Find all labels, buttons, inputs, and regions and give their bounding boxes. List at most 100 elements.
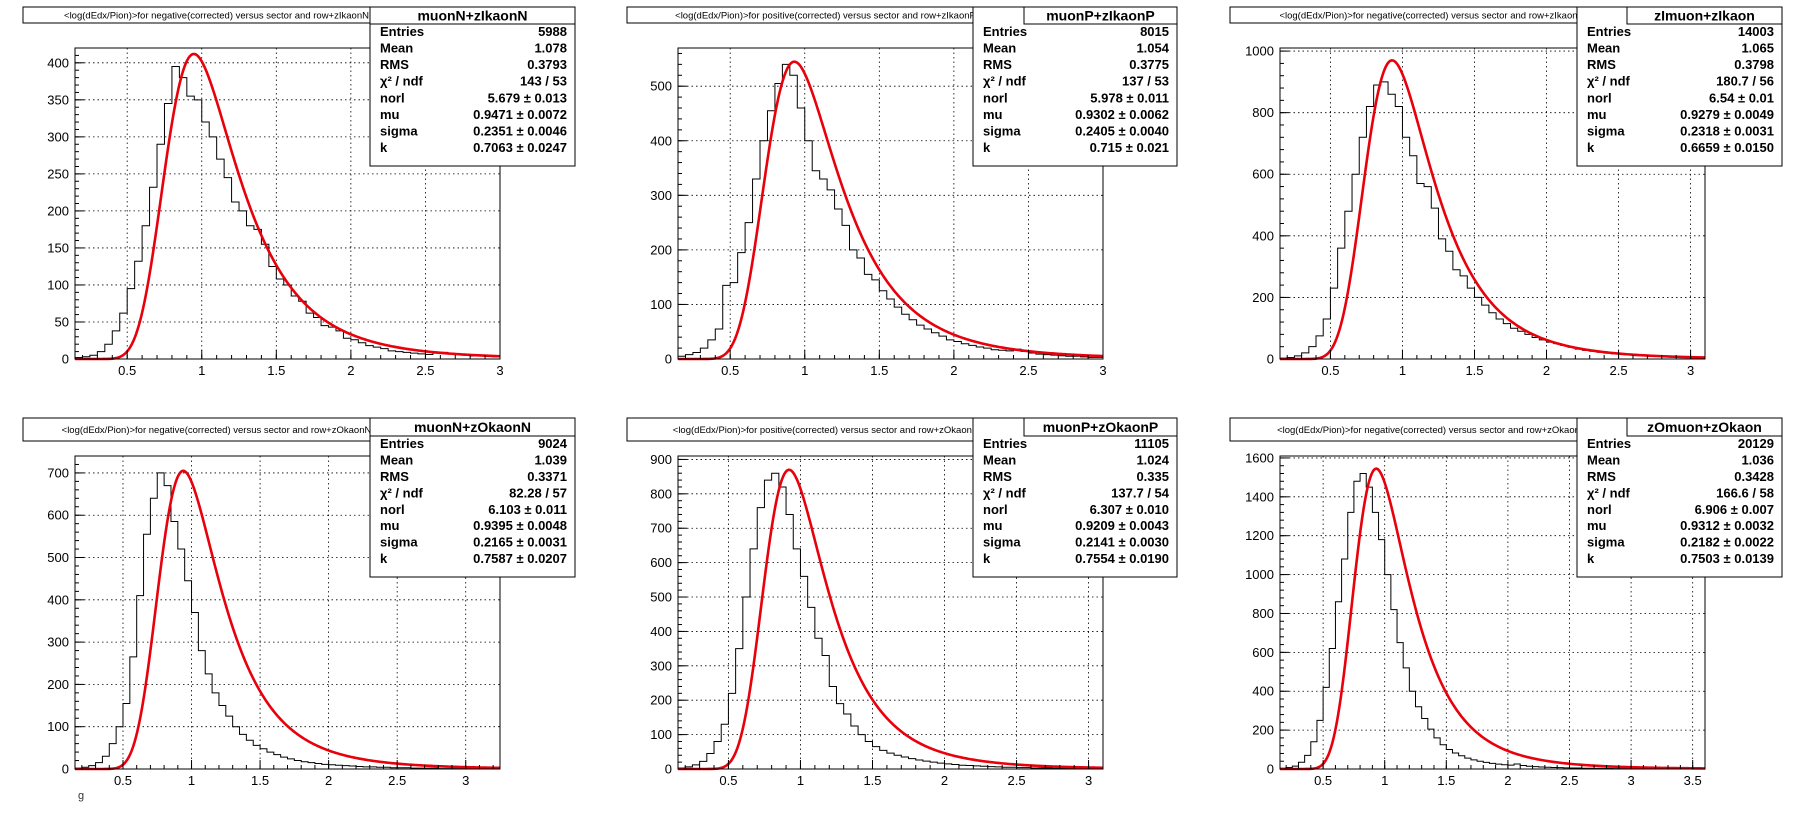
y-tick-label: 250 — [47, 166, 69, 181]
y-tick-label: 500 — [650, 79, 672, 94]
chart-title: <log(dEdx/Pion)>for negative(corrected) … — [1279, 11, 1577, 22]
stats-row-label: Entries — [380, 24, 424, 39]
stats-row-value: 0.715 ± 0.021 — [1090, 140, 1169, 155]
y-tick-label: 50 — [55, 314, 69, 329]
y-tick-label: 0 — [665, 762, 672, 777]
stats-row-value: 0.9302 ± 0.0062 — [1075, 107, 1169, 122]
stats-row-value: 0.335 — [1136, 469, 1169, 484]
x-tick-label: 1.5 — [267, 363, 285, 378]
stats-row-value: 1.078 — [534, 41, 567, 56]
x-tick-label: 0.5 — [719, 773, 737, 788]
histogram-panel-6: 0.5 1 1.5 2 2.5 3 3.5 0 200 400 600 800 1000 1200 1400… — [1229, 417, 1783, 788]
plot-frame — [1279, 455, 1706, 770]
stats-row-label: Mean — [380, 41, 413, 56]
stats-name-box — [1626, 417, 1783, 437]
x-tick-label: 2 — [1543, 363, 1550, 378]
stats-row-value: 0.9279 ± 0.0049 — [1680, 107, 1774, 122]
y-tick-label: 1400 — [1245, 489, 1274, 504]
stats-row-label: Mean — [983, 452, 1016, 467]
stats-row-label: RMS — [1587, 469, 1616, 484]
stats-row-label: k — [983, 140, 991, 155]
x-tick-label: 3 — [1627, 773, 1634, 788]
stats-name-box — [369, 6, 576, 25]
x-tick-label: 1.5 — [1437, 773, 1455, 788]
y-tick-label: 800 — [1252, 606, 1274, 621]
stats-row-label: Entries — [983, 436, 1027, 451]
stats-row-label: χ² / ndf — [1587, 74, 1631, 89]
stats-row-label: norl — [380, 90, 405, 105]
plot-frame — [677, 47, 1104, 360]
stats-name: muonN+zIkaonN — [417, 8, 527, 24]
stats-row-value: 0.7063 ± 0.0247 — [473, 140, 567, 155]
stats-box — [1576, 6, 1783, 167]
y-tick-label: 200 — [1252, 290, 1274, 305]
stats-row-label: Mean — [380, 452, 413, 467]
stats-row-value: 1.024 — [1136, 452, 1169, 467]
chart-title: <log(dEdx/Pion)>for positive(corrected) … — [675, 11, 976, 22]
x-tick-label: 1.5 — [870, 363, 888, 378]
stats-row-label: χ² / ndf — [983, 74, 1027, 89]
chart-title: <log(dEdx/Pion)>for negative(corrected) … — [62, 425, 372, 436]
stats-row-value: 0.7554 ± 0.0190 — [1075, 551, 1169, 566]
histogram-steps — [677, 472, 1104, 770]
stats-row-label: sigma — [983, 535, 1021, 550]
histogram-panel-2: 0.5 1 1.5 2 2.5 3 0 100 200 300 400 500 <log(dEdx/Pi… — [626, 6, 1178, 378]
x-tick-label: 0.5 — [1321, 363, 1339, 378]
histogram-panel-5: 0.5 1 1.5 2 2.5 3 0 100 200 300 400 500 600 700 800 900… — [626, 417, 1178, 788]
y-tick-label: 400 — [1252, 228, 1274, 243]
y-tick-label: 0 — [62, 352, 69, 367]
stats-row-value: 5988 — [538, 24, 567, 39]
stats-row-label: norl — [983, 502, 1008, 517]
plot-frame — [1279, 47, 1706, 360]
chart-title: <log(dEdx/Pion)>for negative(corrected) … — [1277, 425, 1580, 436]
stats-row-label: sigma — [1587, 123, 1625, 138]
x-tick-label: 0.5 — [118, 363, 136, 378]
stats-row-value: 143 / 53 — [520, 74, 567, 89]
stats-row-value: 0.2165 ± 0.0031 — [473, 535, 567, 550]
stats-row-value: 137 / 53 — [1122, 74, 1169, 89]
stats-row-label: Entries — [1587, 24, 1631, 39]
stats-row-value: 8015 — [1140, 24, 1169, 39]
x-tick-label: 2 — [325, 773, 332, 788]
stats-row-label: mu — [983, 107, 1003, 122]
y-tick-label: 150 — [47, 240, 69, 255]
stats-row-value: 6.906 ± 0.007 — [1695, 502, 1774, 517]
histogram-panel-1: 0.5 1 1.5 2 2.5 3 0 50 100 150 200 250 300 350 400 <log… — [22, 6, 576, 378]
stats-row-label: RMS — [1587, 57, 1616, 72]
stats-row-label: mu — [1587, 107, 1607, 122]
y-tick-label: 0 — [1267, 352, 1274, 367]
stats-row-value: 6.103 ± 0.011 — [488, 502, 567, 517]
y-tick-label: 1600 — [1245, 450, 1274, 465]
x-tick-label: 2 — [950, 363, 957, 378]
stats-row-label: mu — [1587, 518, 1607, 533]
stats-row-label: mu — [380, 107, 400, 122]
y-tick-label: 100 — [650, 727, 672, 742]
stats-row-value: 1.065 — [1741, 41, 1774, 56]
x-tick-label: 1.5 — [251, 773, 269, 788]
y-tick-label: 500 — [650, 590, 672, 605]
y-tick-label: 200 — [650, 242, 672, 257]
y-tick-label: 200 — [47, 203, 69, 218]
stats-box — [972, 417, 1178, 578]
y-tick-label: 200 — [1252, 723, 1274, 738]
stats-row-value: 6.307 ± 0.010 — [1090, 502, 1169, 517]
stats-name-box — [369, 417, 576, 437]
stats-row-label: χ² / ndf — [983, 485, 1027, 500]
stats-row-value: 0.9312 ± 0.0032 — [1680, 518, 1774, 533]
stats-row-label: RMS — [983, 469, 1012, 484]
x-tick-label: 1 — [198, 363, 205, 378]
stats-row-label: sigma — [983, 123, 1021, 138]
y-tick-label: 350 — [47, 92, 69, 107]
chart-title: <log(dEdx/Pion)>for positive(corrected) … — [673, 425, 978, 436]
y-tick-label: 0 — [665, 352, 672, 367]
stats-name-box — [1626, 6, 1783, 25]
stats-row-value: 137.7 / 54 — [1111, 485, 1170, 500]
x-tick-label: 3.5 — [1684, 773, 1702, 788]
y-tick-label: 100 — [650, 297, 672, 312]
stats-row-label: χ² / ndf — [380, 74, 424, 89]
y-tick-label: 300 — [47, 635, 69, 650]
stats-row-label: sigma — [380, 535, 418, 550]
stats-row-value: 20129 — [1738, 436, 1774, 451]
y-tick-label: 700 — [650, 521, 672, 536]
